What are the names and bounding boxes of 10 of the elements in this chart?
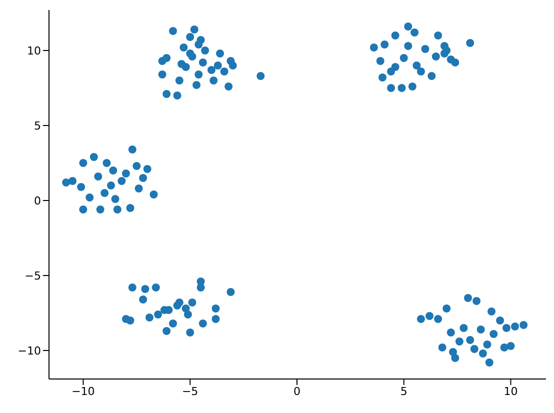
x-tick-label: 5 xyxy=(400,384,408,398)
x-tick-label: 10 xyxy=(504,384,518,398)
y-tick-label: 10 xyxy=(27,44,41,58)
x-tick-label: 0 xyxy=(293,384,300,398)
y-tick-label: 0 xyxy=(34,194,41,208)
y-tick-label: −5 xyxy=(24,269,41,282)
y-tick-label: −10 xyxy=(18,344,41,358)
x-tick-label: −5 xyxy=(182,384,198,398)
x-tick-label: −10 xyxy=(72,384,95,398)
y-tick-label: 5 xyxy=(34,119,41,132)
